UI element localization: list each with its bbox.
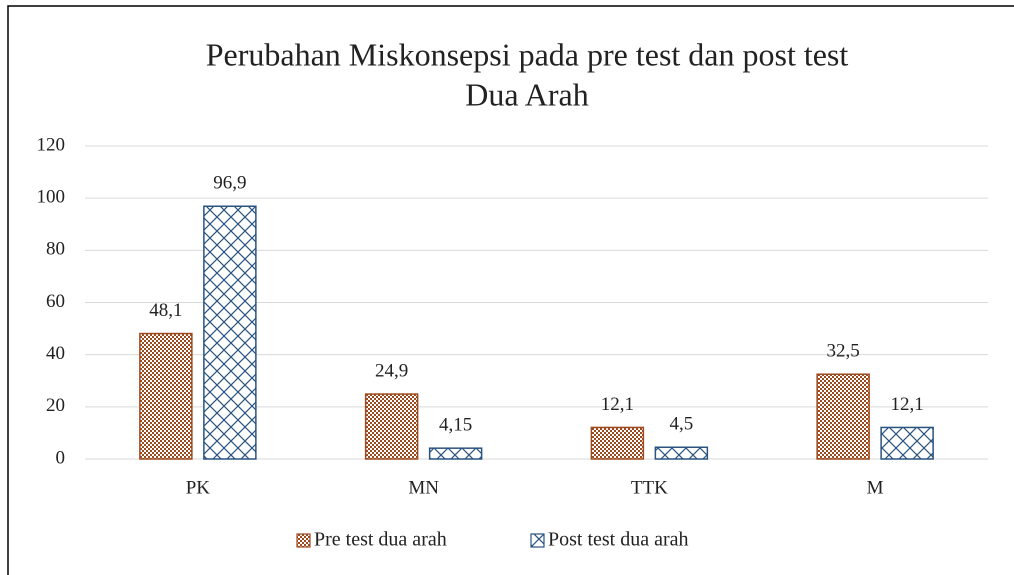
x-tick-label: TTK — [631, 477, 668, 498]
value-label: 96,9 — [213, 173, 246, 194]
bar — [654, 446, 709, 460]
chart-title: Dua Arah — [465, 76, 589, 112]
value-label: 12,1 — [891, 394, 924, 415]
bar — [816, 373, 870, 460]
bar — [364, 393, 419, 460]
y-tick-label: 60 — [46, 291, 65, 312]
legend-label: Post test dua arah — [548, 529, 689, 551]
value-label: 4,5 — [670, 414, 694, 435]
legend-swatch — [530, 533, 545, 548]
chart-frame — [7, 5, 1014, 575]
x-tick-label: M — [867, 477, 884, 498]
x-tick-label: PK — [186, 477, 211, 498]
legend-swatch — [296, 533, 311, 548]
y-tick-label: 100 — [37, 187, 66, 208]
bar — [590, 426, 645, 460]
value-label: 32,5 — [827, 341, 860, 362]
y-tick-label: 20 — [46, 395, 65, 416]
y-tick-label: 80 — [46, 239, 65, 260]
value-label: 12,1 — [601, 394, 634, 415]
y-tick-label: 40 — [46, 343, 65, 364]
value-label: 24,9 — [375, 360, 408, 381]
bar — [203, 205, 257, 460]
chart-title: Perubahan Miskonsepsi pada pre test dan … — [206, 36, 849, 72]
value-label: 48,1 — [149, 300, 182, 321]
bar — [880, 426, 934, 460]
bar — [139, 332, 193, 460]
value-label: 4,15 — [439, 415, 472, 436]
bar — [428, 447, 483, 460]
x-tick-label: MN — [408, 477, 439, 498]
y-tick-label: 0 — [56, 447, 66, 468]
legend-label: Pre test dua arah — [314, 529, 447, 551]
y-tick-label: 120 — [37, 134, 66, 155]
